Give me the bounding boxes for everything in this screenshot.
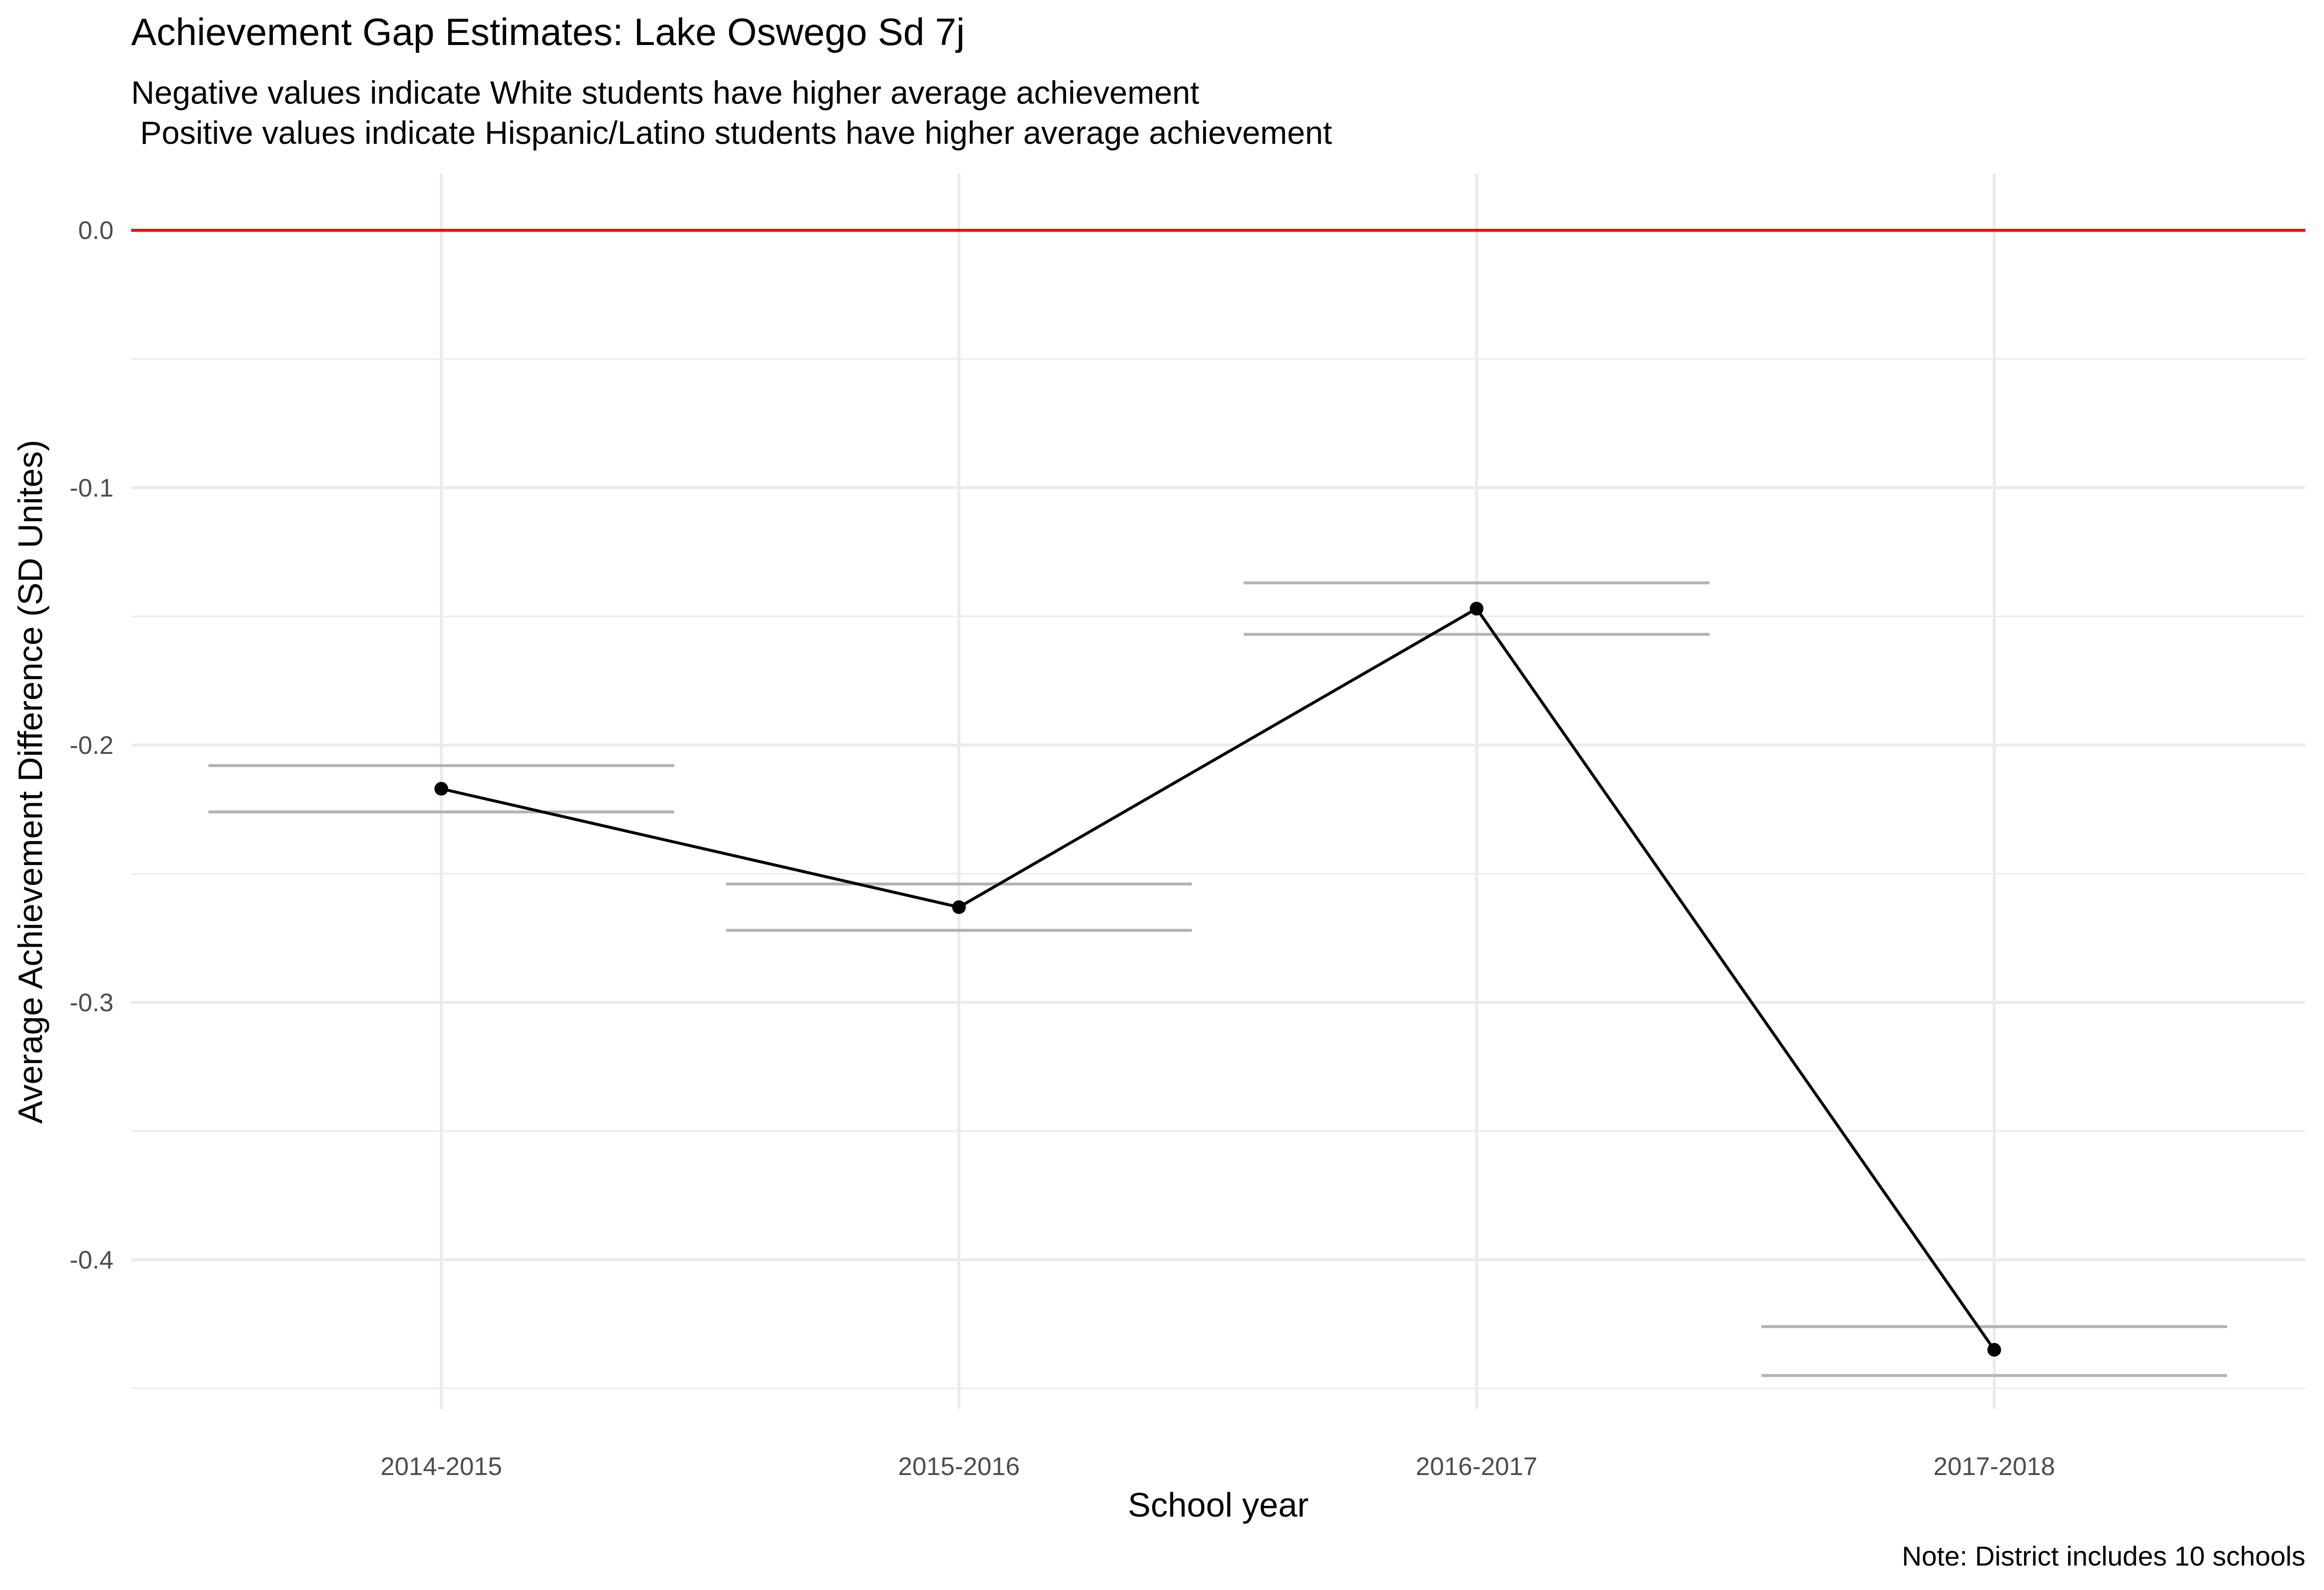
chart-title: Achievement Gap Estimates: Lake Oswego S… <box>131 10 965 53</box>
x-axis-title: School year <box>1128 1486 1309 1524</box>
y-axis-tick-labels: 0.0 -0.1 -0.2 -0.3 -0.4 <box>69 217 114 1274</box>
data-point <box>1470 602 1483 616</box>
chart-subtitle-line-2: Positive values indicate Hispanic/Latino… <box>131 114 1332 151</box>
series-line-group <box>441 607 1996 1351</box>
x-axis-tick-labels: 2014-2015 2015-2016 2016-2017 2017-2018 <box>381 1453 2055 1481</box>
data-point <box>434 782 448 796</box>
interval-bars <box>208 581 2227 1377</box>
x-tick-label: 2015-2016 <box>898 1453 1020 1481</box>
chart-caption: Note: District includes 10 schools <box>1902 1541 2305 1571</box>
y-tick-label: -0.1 <box>69 474 114 502</box>
y-tick-label: -0.2 <box>69 731 114 760</box>
x-tick-label: 2016-2017 <box>1416 1453 1538 1481</box>
x-tick-label: 2014-2015 <box>381 1453 502 1481</box>
data-points <box>434 602 2001 1357</box>
data-point <box>1987 1343 2001 1357</box>
y-axis-title: Average Achievement Difference (SD Unite… <box>11 440 49 1124</box>
data-point <box>952 900 966 914</box>
series-line <box>441 607 1996 1351</box>
x-tick-label: 2017-2018 <box>1934 1453 2055 1481</box>
y-tick-label: -0.3 <box>69 989 114 1017</box>
chart-subtitle-line-1: Negative values indicate White students … <box>131 74 1199 111</box>
y-tick-label: -0.4 <box>69 1246 114 1274</box>
y-tick-label: 0.0 <box>78 217 114 245</box>
